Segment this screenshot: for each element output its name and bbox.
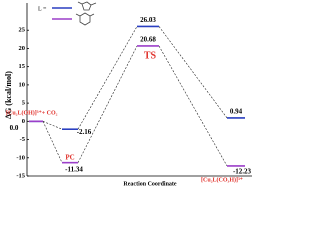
category-label: [Cu₂L(CO₃H)]³⁺ <box>201 176 243 183</box>
value-label: -2.16 <box>77 128 92 136</box>
value-label: 26.03 <box>140 16 156 24</box>
value-label: 20.68 <box>140 36 156 44</box>
y-tick-label: -5 <box>20 136 26 143</box>
category-label: PC <box>65 153 74 161</box>
chart: ΔG (kcal/mol) Reaction Coordinate L = -1… <box>4 1 252 187</box>
bond <box>75 13 81 17</box>
pyrrole-icon <box>81 1 92 11</box>
legend-icons <box>75 1 97 26</box>
value-label: -12.23 <box>233 168 252 176</box>
legend-text: L = <box>38 6 47 12</box>
connector <box>77 45 138 163</box>
connector <box>158 26 228 119</box>
category-label: [Cu₂L(OH)]³⁺+ CO₂ <box>6 110 58 117</box>
bond <box>77 1 83 5</box>
bond <box>89 13 95 17</box>
value-label: 0.0 <box>10 124 19 132</box>
y-tick-label: -10 <box>16 154 25 161</box>
value-label: -11.34 <box>65 165 83 173</box>
y-tick-label: -15 <box>16 172 25 179</box>
y-tick-label: 20 <box>19 45 26 52</box>
value-label: 0.94 <box>230 108 243 116</box>
page: ΔG (kcal/mol) Reaction Coordinate L = -1… <box>3 1 252 188</box>
y-tick-label: 0 <box>22 118 25 125</box>
x-axis-label: Reaction Coordinate <box>123 181 176 187</box>
y-tick-label: 5 <box>22 100 26 107</box>
y-tick-label: 15 <box>19 63 26 70</box>
benzene-icon <box>79 12 91 26</box>
connector <box>158 45 228 167</box>
category-label: TS <box>144 50 157 61</box>
connector <box>77 26 138 130</box>
y-axis-label: ΔG (kcal/mol) <box>4 71 13 119</box>
bond <box>90 2 97 6</box>
y-tick-label: 10 <box>19 81 26 88</box>
y-tick-label: 25 <box>19 27 26 34</box>
connector <box>42 121 63 163</box>
